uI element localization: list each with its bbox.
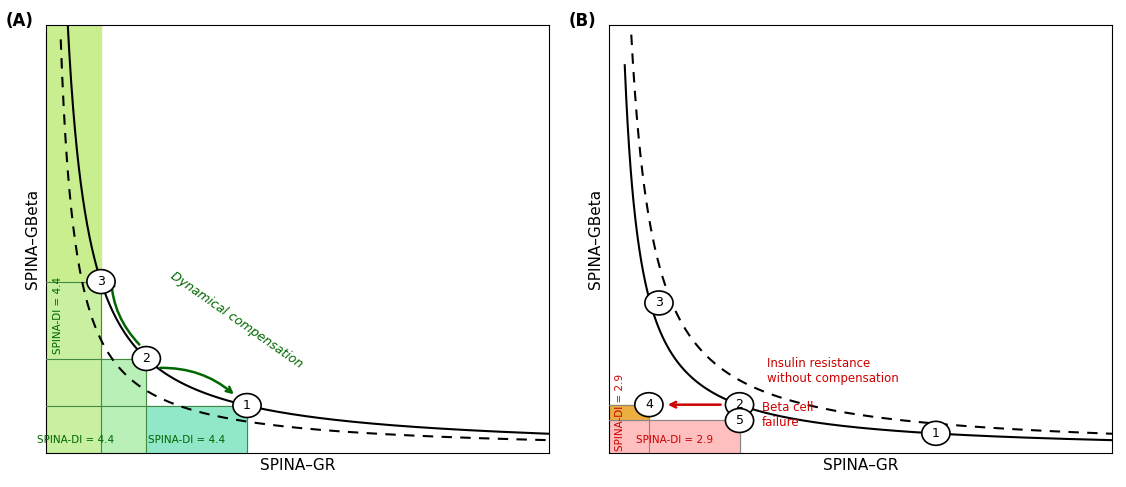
Text: (B): (B) [569,12,596,30]
Y-axis label: SPINA–GBeta: SPINA–GBeta [588,189,604,289]
Text: 1: 1 [932,427,940,440]
Text: 2: 2 [735,398,743,411]
Circle shape [725,393,753,417]
Text: 4: 4 [645,398,653,411]
Circle shape [233,393,261,417]
X-axis label: SPINA–GR: SPINA–GR [260,458,336,473]
Circle shape [635,393,663,417]
Circle shape [132,347,160,371]
Bar [46,281,101,452]
Text: 3: 3 [655,297,663,309]
Text: 1: 1 [243,399,251,412]
Circle shape [645,291,673,315]
Text: SPINA-DI = 4.4: SPINA-DI = 4.4 [37,435,115,445]
Circle shape [922,421,950,445]
Bar [46,25,101,281]
Text: (A): (A) [6,12,34,30]
Text: SPINA-DI = 2.9: SPINA-DI = 2.9 [615,374,625,451]
Circle shape [725,409,753,432]
Text: SPINA-DI = 2.9: SPINA-DI = 2.9 [635,435,713,445]
Bar [101,358,146,452]
Text: Beta cell
failure: Beta cell failure [762,401,814,429]
X-axis label: SPINA–GR: SPINA–GR [823,458,899,473]
Circle shape [87,270,115,294]
Text: SPINA-DI = 4.4: SPINA-DI = 4.4 [148,435,225,445]
Bar [609,420,740,452]
Text: 3: 3 [97,275,105,288]
Text: Dynamical compensation: Dynamical compensation [169,269,305,371]
Bar [146,406,247,452]
Bar [609,405,649,420]
Text: 5: 5 [735,414,743,427]
Text: 2: 2 [142,352,150,365]
Text: Insulin resistance
without compensation: Insulin resistance without compensation [767,357,899,385]
Text: SPINA-DI = 4.4: SPINA-DI = 4.4 [53,277,63,355]
Y-axis label: SPINA–GBeta: SPINA–GBeta [25,189,41,289]
